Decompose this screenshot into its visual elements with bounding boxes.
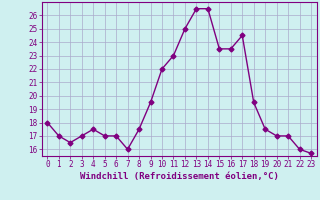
X-axis label: Windchill (Refroidissement éolien,°C): Windchill (Refroidissement éolien,°C) (80, 172, 279, 181)
